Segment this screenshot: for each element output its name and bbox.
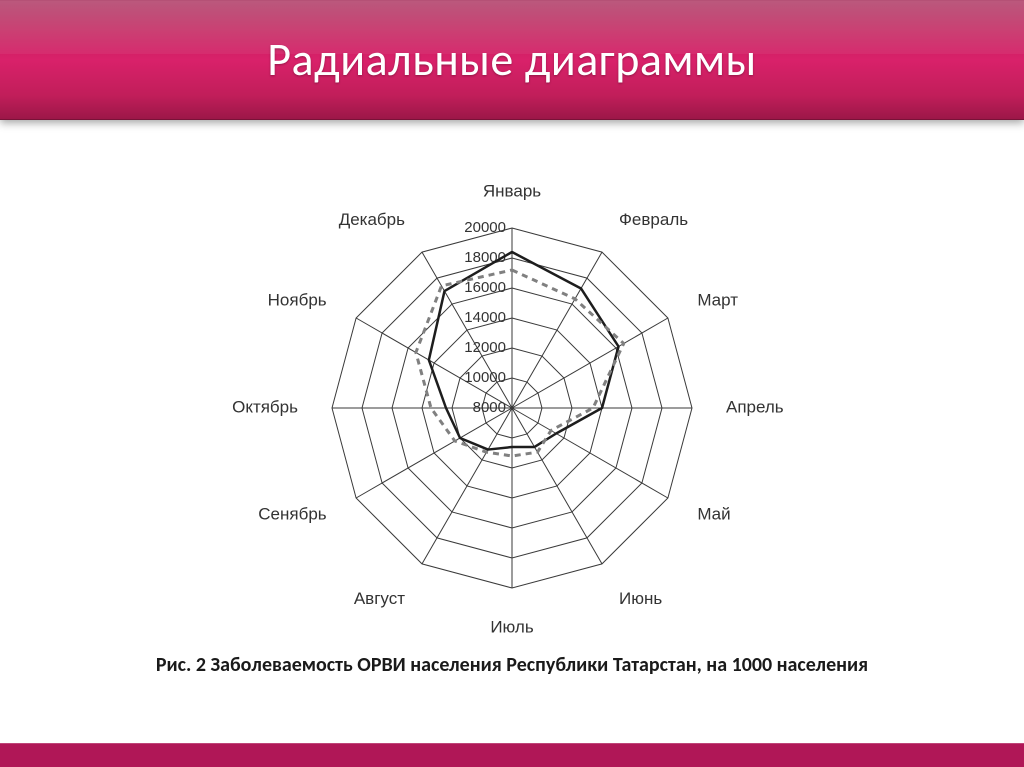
- radar-spoke: [422, 408, 512, 564]
- radar-tick-label: 20000: [464, 219, 506, 236]
- bottom-accent-bar: [0, 743, 1024, 767]
- radar-spoke: [512, 318, 668, 408]
- radar-axis-label: Ноябрь: [268, 290, 327, 309]
- radar-tick-label: 14000: [464, 309, 506, 326]
- radar-spoke: [512, 408, 668, 498]
- radar-tick-label: 16000: [464, 279, 506, 296]
- radar-tick-label: 8000: [473, 399, 506, 416]
- radar-axis-label: Январь: [483, 181, 541, 200]
- radar-axis-label: Июль: [490, 617, 534, 636]
- radar-axis-label: Февраль: [619, 210, 688, 229]
- radar-chart: Январь Февраль Март Апрель Май Июнь Июль Август…: [0, 128, 1024, 668]
- radar-axis-label: Сенябрь: [258, 504, 327, 523]
- radar-axis-label: Август: [354, 589, 405, 608]
- radar-axis-label: Март: [697, 290, 738, 309]
- radar-axis-label: Октябрь: [232, 397, 298, 416]
- radar-chart-container: Январь Февраль Март Апрель Май Июнь Июль Август…: [0, 128, 1024, 668]
- radar-axis-label: Июнь: [619, 589, 662, 608]
- radar-spoke: [356, 408, 512, 498]
- radar-tick-label: 12000: [464, 339, 506, 356]
- figure-caption: Рис. 2 Заболеваемость ОРВИ населения Рес…: [0, 653, 1024, 677]
- radar-axis-label: Апрель: [726, 397, 784, 416]
- slide-title: Радиальные диаграммы: [267, 32, 757, 88]
- radar-spoke: [512, 408, 602, 564]
- radar-tick-label: 10000: [464, 369, 506, 386]
- title-band: Радиальные диаграммы: [0, 0, 1024, 120]
- radar-axis-label: Май: [697, 504, 730, 523]
- slide: Радиальные диаграммы Январь Февраль Март Ап…: [0, 0, 1024, 767]
- radar-series-series-2: [416, 270, 624, 456]
- radar-axis-label: Декабрь: [339, 210, 405, 229]
- radar-tick-label: 18000: [464, 249, 506, 266]
